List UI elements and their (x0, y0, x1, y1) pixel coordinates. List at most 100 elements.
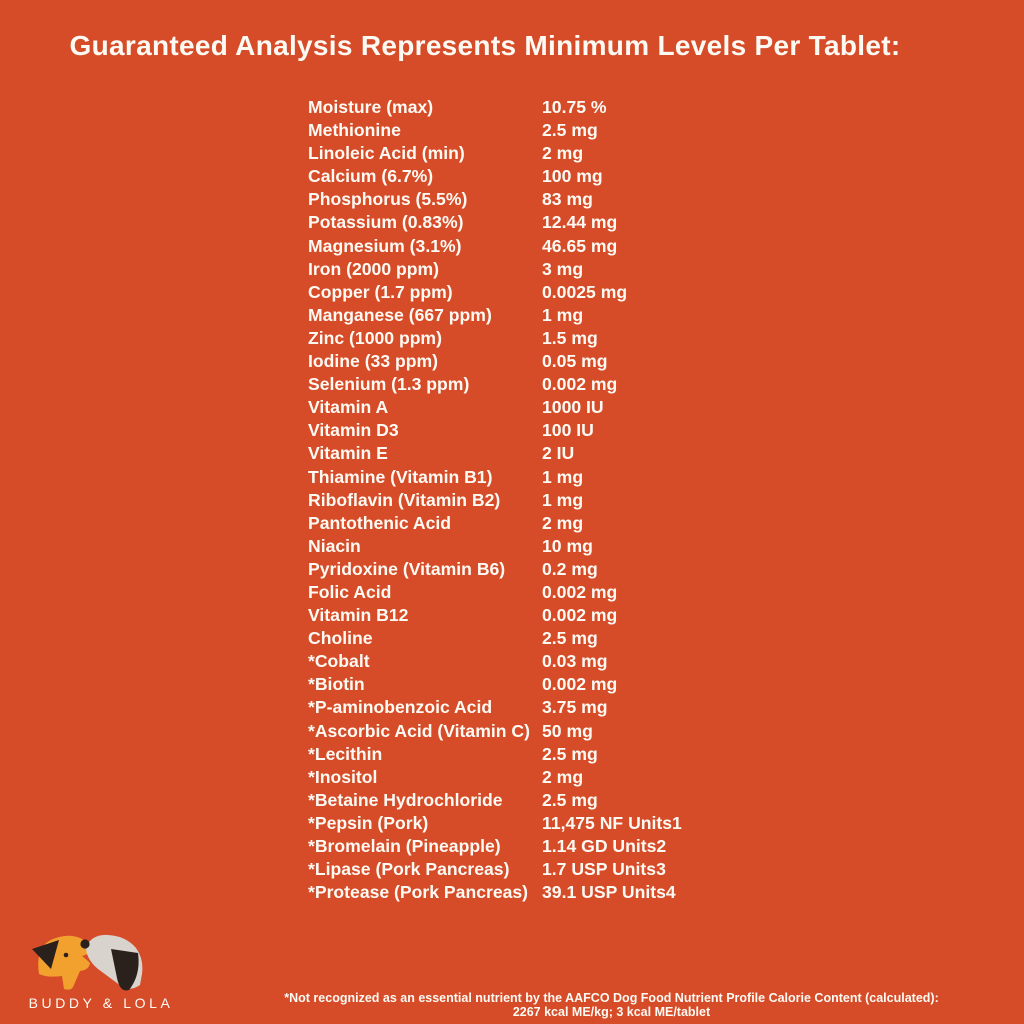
nutrient-table: Moisture (max) 10.75 % Methionine 2.5 mg… (308, 96, 682, 904)
dogs-logo-icon (32, 934, 143, 991)
nutrient-value: 2.5 mg (542, 120, 598, 141)
nutrient-name: Moisture (max) (308, 97, 434, 117)
nutrient-value: 2 mg (542, 766, 584, 787)
nutrient-name: *Cobalt (308, 651, 370, 672)
nutrient-value: 2 mg (542, 512, 584, 533)
nutrient-value: 1000 IU (542, 397, 604, 418)
nutrient-value: 83 mg (542, 189, 593, 210)
nutrient-row: *Protease (Pork Pancreas) 39.1 USP Units… (308, 881, 682, 904)
page-title: Guaranteed Analysis Represents Minimum L… (69, 30, 901, 61)
nutrient-value: 0.002 mg (542, 674, 618, 695)
nutrient-row: *Pepsin (Pork) 11,475 NF Units1 (308, 812, 682, 835)
nutrient-name: Pantothenic Acid (308, 512, 452, 533)
nutrient-name: Iron (2000 ppm) (308, 258, 439, 279)
nutrient-name: Riboflavin (Vitamin B2) (308, 489, 501, 510)
nutrient-row: Methionine 2.5 mg (308, 119, 682, 142)
footnote-line2: 2267 kcal ME/kg; 3 kcal ME/tablet (512, 1004, 711, 1019)
footnote: *Not recognized as an essential nutrient… (205, 991, 1018, 1019)
nutrient-row: Selenium (1.3 ppm) 0.002 mg (308, 373, 682, 396)
brand-logo: BUDDY & LOLA (25, 926, 177, 1011)
nutrient-value: 1 mg (542, 466, 584, 487)
nutrient-value: 10.75 % (542, 97, 607, 117)
nutrient-row: *Betaine Hydrochloride 2.5 mg (308, 789, 682, 812)
nutrient-value: 2.5 mg (542, 789, 598, 810)
nutrient-value: 0.03 mg (542, 651, 608, 672)
nutrient-value: 3.75 mg (542, 697, 608, 718)
nutrient-row: Manganese (667 ppm) 1 mg (308, 304, 682, 327)
nutrient-row: Pantothenic Acid 2 mg (308, 512, 682, 535)
nutrient-row: Vitamin D3 100 IU (308, 419, 682, 442)
nutrient-value: 0.2 mg (542, 558, 598, 579)
nutrient-name: *Betaine Hydrochloride (308, 789, 503, 810)
nutrient-value: 2 IU (542, 443, 575, 464)
nutrient-row: Vitamin B12 0.002 mg (308, 604, 682, 627)
nutrient-name: *Biotin (308, 674, 365, 695)
nutrient-row: *Ascorbic Acid (Vitamin C) 50 mg (308, 720, 682, 743)
nutrient-row: Phosphorus (5.5%) 83 mg (308, 188, 682, 211)
nutrient-name: *P-aminobenzoic Acid (308, 697, 493, 718)
nutrient-row: Linoleic Acid (min) 2 mg (308, 142, 682, 165)
nutrient-name: Calcium (6.7%) (308, 166, 434, 187)
nutrient-row: *Lipase (Pork Pancreas) 1.7 USP Units3 (308, 858, 682, 881)
nutrient-row: Riboflavin (Vitamin B2) 1 mg (308, 489, 682, 512)
nutrient-row: Copper (1.7 ppm) 0.0025 mg (308, 281, 682, 304)
nutrient-value: 2 mg (542, 143, 584, 164)
nutrient-value: 0.002 mg (542, 581, 618, 602)
nutrient-value: 0.05 mg (542, 351, 608, 372)
nutrient-name: *Bromelain (Pineapple) (308, 836, 501, 856)
nutrient-value: 46.65 mg (542, 235, 618, 256)
nutrient-name: Niacin (308, 535, 361, 556)
nutrient-value: 50 mg (542, 720, 593, 741)
nutrient-row: Choline 2.5 mg (308, 627, 682, 650)
nutrient-name: Selenium (1.3 ppm) (308, 374, 470, 395)
nutrient-row: Vitamin A 1000 IU (308, 396, 682, 419)
nutrient-row: Niacin 10 mg (308, 535, 682, 558)
nutrient-name: Copper (1.7 ppm) (308, 281, 453, 302)
nutrient-value: 2.5 mg (542, 628, 598, 649)
nutrient-row: *P-aminobenzoic Acid 3.75 mg (308, 696, 682, 719)
nutrient-name: Vitamin B12 (308, 605, 409, 626)
nutrient-row: *Cobalt 0.03 mg (308, 650, 682, 673)
nutrient-name: Choline (308, 628, 373, 649)
brand-name: BUDDY & LOLA (28, 995, 174, 1011)
nutrient-name: *Pepsin (Pork) (308, 812, 429, 833)
nutrient-value: 1.14 GD Units2 (542, 836, 667, 856)
nutrient-row: *Biotin 0.002 mg (308, 673, 682, 696)
nutrient-value: 1.5 mg (542, 327, 598, 348)
nutrient-value: 12.44 mg (542, 212, 618, 233)
nutrient-value: 1 mg (542, 304, 584, 325)
nutrient-name: Vitamin A (308, 397, 389, 418)
nutrient-value: 100 IU (542, 420, 594, 441)
nutrient-row: *Lecithin 2.5 mg (308, 743, 682, 766)
nutrient-row: Iodine (33 ppm) 0.05 mg (308, 350, 682, 373)
nutrient-value: 3 mg (542, 258, 584, 279)
nutrient-name: Thiamine (Vitamin B1) (308, 466, 493, 487)
nutrient-row: Vitamin E 2 IU (308, 442, 682, 465)
nutrient-name: Folic Acid (308, 581, 392, 602)
nutrient-value: 0.0025 mg (542, 281, 628, 302)
nutrient-row: Thiamine (Vitamin B1) 1 mg (308, 466, 682, 489)
nutrient-name: Potassium (0.83%) (308, 212, 464, 233)
nutrient-value: 11,475 NF Units1 (542, 812, 682, 833)
nutrient-value: 2.5 mg (542, 743, 598, 764)
nutrient-name: Zinc (1000 ppm) (308, 327, 442, 348)
nutrient-name: *Ascorbic Acid (Vitamin C) (308, 720, 530, 741)
nutrient-value: 100 mg (542, 166, 603, 187)
footnote-line1: *Not recognized as an essential nutrient… (284, 991, 939, 1005)
nutrient-name: Manganese (667 ppm) (308, 304, 492, 325)
nutrient-name: Methionine (308, 120, 401, 141)
nutrient-row: *Inositol 2 mg (308, 766, 682, 789)
nutrient-row: Calcium (6.7%) 100 mg (308, 165, 682, 188)
nutrient-row: Zinc (1000 ppm) 1.5 mg (308, 327, 682, 350)
nutrient-row: Moisture (max) 10.75 % (308, 96, 682, 119)
nutrient-value: 10 mg (542, 535, 593, 556)
nutrient-name: Magnesium (3.1%) (308, 235, 462, 256)
nutrient-row: Magnesium (3.1%) 46.65 mg (308, 235, 682, 258)
nutrient-name: Iodine (33 ppm) (308, 351, 439, 372)
nutrient-name: *Inositol (308, 766, 378, 787)
nutrient-name: *Lecithin (308, 743, 383, 764)
nutrient-name: Vitamin E (308, 443, 388, 464)
nutrient-name: *Lipase (Pork Pancreas) (308, 859, 510, 880)
nutrient-row: Potassium (0.83%) 12.44 mg (308, 211, 682, 234)
